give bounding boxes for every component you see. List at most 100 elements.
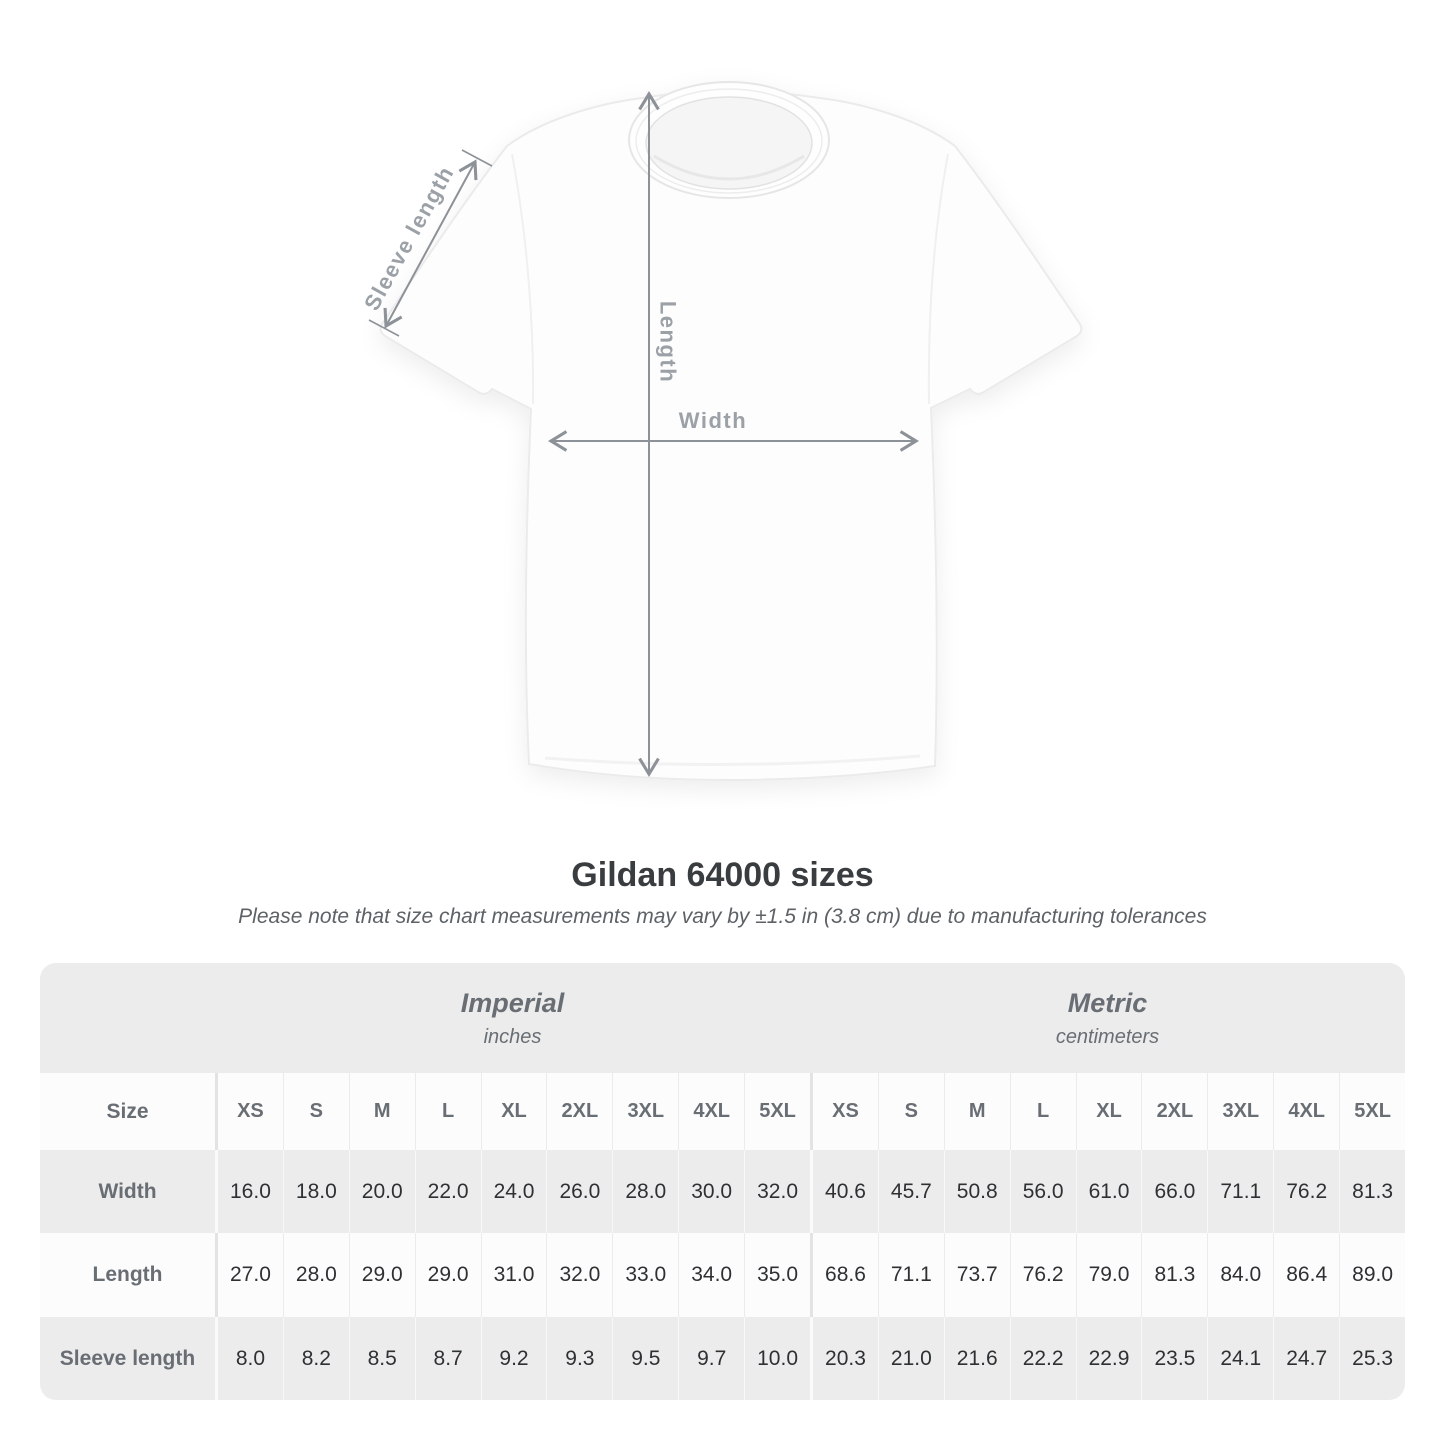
value-cell: 22.0 (414, 1150, 481, 1233)
value-cell: 35.0 (744, 1233, 810, 1317)
value-cell: 21.6 (943, 1317, 1010, 1400)
row-label: Sleeve length (59, 1346, 196, 1370)
value-cell: 86.4 (1273, 1233, 1339, 1317)
size-col-header: 4XL (1273, 1073, 1339, 1150)
unit-sub-imperial: inches (483, 1025, 542, 1048)
size-col-header: XS (215, 1073, 283, 1150)
value-cell: 22.2 (1009, 1317, 1076, 1400)
value-cell: 50.8 (943, 1150, 1010, 1233)
value-cell: 9.5 (612, 1317, 678, 1400)
value-cell: 61.0 (1075, 1150, 1142, 1233)
collar-opening (645, 96, 813, 190)
value-cell: 30.0 (678, 1150, 744, 1233)
hem-shadow (544, 754, 921, 767)
value-cell: 9.7 (678, 1317, 744, 1400)
unit-group-metric: Metric centimeters (810, 963, 1405, 1073)
size-col-header: M (348, 1073, 415, 1150)
value-cell: 18.0 (282, 1150, 349, 1233)
value-cell: 20.3 (810, 1317, 878, 1400)
value-cell: 8.2 (282, 1317, 349, 1400)
measurement-annotations (368, 91, 919, 777)
value-cell: 27.0 (215, 1233, 283, 1317)
value-cell: 8.7 (414, 1317, 481, 1400)
unit-sub-metric: centimeters (1055, 1025, 1160, 1048)
value-cell: 68.6 (810, 1233, 878, 1317)
value-cell: 8.0 (215, 1317, 283, 1400)
size-col-header: 2XL (1141, 1073, 1207, 1150)
size-table: Imperial inches Metric centimeters Size … (40, 963, 1405, 1400)
size-col-header: 2XL (546, 1073, 612, 1150)
size-col-header: 3XL (1207, 1073, 1273, 1150)
value-cell: 28.0 (282, 1233, 349, 1317)
value-cell: 21.0 (877, 1317, 944, 1400)
collar-stitch (635, 88, 823, 194)
page-subtitle: Please note that size chart measurements… (238, 905, 1207, 928)
value-cell: 24.0 (480, 1150, 547, 1233)
unit-header-row: Imperial inches Metric centimeters (40, 963, 1405, 1073)
sleeve-arrow (383, 159, 478, 329)
value-cell: 76.2 (1009, 1233, 1076, 1317)
value-cell: 32.0 (546, 1233, 612, 1317)
value-cell: 81.3 (1339, 1150, 1405, 1233)
unit-group-imperial: Imperial inches (215, 963, 810, 1073)
value-cell: 9.2 (480, 1317, 547, 1400)
size-col-header: 4XL (678, 1073, 744, 1150)
left-sleeve-seam (511, 153, 535, 405)
size-col-header: 5XL (1339, 1073, 1405, 1150)
table-row-sleeve-length: Sleeve length 8.0 8.2 8.5 8.7 9.2 9.3 9.… (40, 1317, 1405, 1400)
size-col-header: 3XL (612, 1073, 678, 1150)
size-col-header: 5XL (744, 1073, 810, 1150)
value-cell: 22.9 (1075, 1317, 1142, 1400)
size-header-row: Size XS S M L XL 2XL 3XL 4XL 5XL XS S M … (40, 1073, 1405, 1150)
value-cell: 33.0 (612, 1233, 678, 1317)
value-cell: 71.1 (1207, 1150, 1273, 1233)
value-cell: 56.0 (1009, 1150, 1076, 1233)
value-cell: 16.0 (215, 1150, 283, 1233)
tshirt-diagram: Length Width Sleeve length (359, 81, 1083, 782)
collar-inner-shadow (653, 154, 805, 181)
value-cell: 66.0 (1141, 1150, 1207, 1233)
value-cell: 71.1 (877, 1233, 944, 1317)
sleeve-arrow-tick-top (461, 149, 493, 167)
row-label: Length (92, 1263, 163, 1286)
value-cell: 24.7 (1273, 1317, 1339, 1400)
size-col-header: M (943, 1073, 1010, 1150)
value-cell: 73.7 (943, 1233, 1010, 1317)
size-col-header: XS (810, 1073, 878, 1150)
width-label: Width (679, 408, 747, 433)
value-cell: 23.5 (1141, 1317, 1207, 1400)
value-cell: 34.0 (678, 1233, 744, 1317)
value-cell: 29.0 (414, 1233, 481, 1317)
size-col-header: L (414, 1073, 481, 1150)
value-cell: 24.1 (1207, 1317, 1273, 1400)
length-label: Length (656, 301, 681, 383)
value-cell: 79.0 (1075, 1233, 1142, 1317)
value-cell: 84.0 (1207, 1233, 1273, 1317)
value-cell: 9.3 (546, 1317, 612, 1400)
value-cell: 40.6 (810, 1150, 878, 1233)
unit-header-spacer (40, 963, 215, 1073)
size-header-label: Size (106, 1099, 149, 1123)
size-col-header: XL (480, 1073, 547, 1150)
value-cell: 26.0 (546, 1150, 612, 1233)
value-cell: 29.0 (348, 1233, 415, 1317)
size-col-header: S (282, 1073, 349, 1150)
size-col-header: S (877, 1073, 944, 1150)
value-cell: 20.0 (348, 1150, 415, 1233)
table-row-width: Width 16.0 18.0 20.0 22.0 24.0 26.0 28.0… (40, 1150, 1405, 1233)
right-sleeve-seam (927, 153, 949, 405)
value-cell: 8.5 (348, 1317, 415, 1400)
value-cell: 31.0 (480, 1233, 547, 1317)
sleeve-arrow-tick-bottom (368, 319, 400, 337)
value-cell: 81.3 (1141, 1233, 1207, 1317)
value-cell: 10.0 (744, 1317, 810, 1400)
value-cell: 89.0 (1339, 1233, 1405, 1317)
size-col-header: L (1009, 1073, 1076, 1150)
size-col-header: XL (1075, 1073, 1142, 1150)
value-cell: 28.0 (612, 1150, 678, 1233)
unit-name-imperial: Imperial (460, 987, 565, 1018)
value-cell: 45.7 (877, 1150, 944, 1233)
table-row-length: Length 27.0 28.0 29.0 29.0 31.0 32.0 33.… (40, 1233, 1405, 1317)
value-cell: 25.3 (1339, 1317, 1405, 1400)
value-cell: 76.2 (1273, 1150, 1339, 1233)
